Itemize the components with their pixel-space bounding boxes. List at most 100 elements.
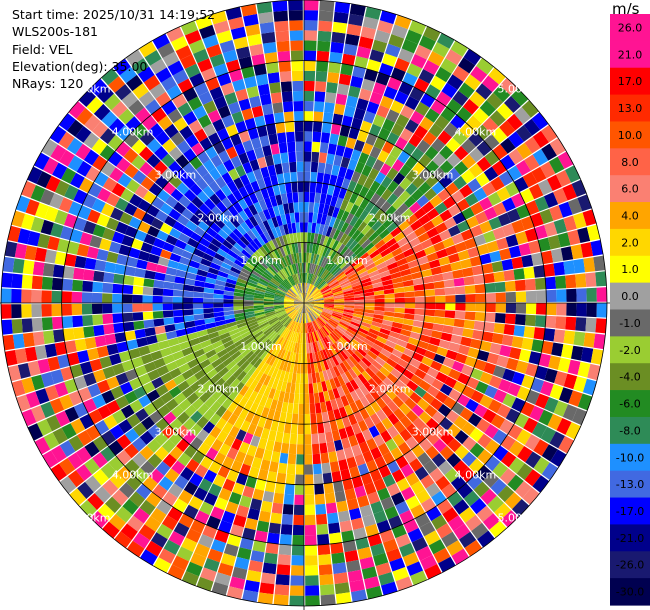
range-gate xyxy=(533,327,546,340)
range-gate xyxy=(354,232,365,243)
range-gate xyxy=(262,352,271,363)
range-gate xyxy=(44,206,59,222)
range-gate xyxy=(304,303,307,313)
range-gate xyxy=(304,297,313,303)
range-gate xyxy=(293,514,304,526)
range-gate xyxy=(296,303,304,311)
range-gate xyxy=(294,303,304,308)
range-gate xyxy=(266,342,275,352)
range-gate xyxy=(192,297,204,303)
range-gate xyxy=(316,172,324,184)
colorbar-segment xyxy=(610,228,650,257)
range-gate xyxy=(202,363,215,375)
range-gate xyxy=(283,392,290,403)
range-gate xyxy=(218,520,233,534)
range-gate xyxy=(421,497,436,513)
range-gate xyxy=(266,62,279,74)
range-gate xyxy=(326,153,335,165)
range-gate xyxy=(458,57,476,74)
range-gate xyxy=(369,49,385,63)
range-gate xyxy=(325,431,334,443)
range-gate xyxy=(197,58,213,73)
range-gate xyxy=(313,298,324,302)
range-gate xyxy=(193,286,205,293)
range-gate xyxy=(304,151,312,162)
range-gate xyxy=(259,321,269,329)
range-gate xyxy=(424,350,436,360)
range-gate xyxy=(422,373,436,385)
range-gate xyxy=(377,487,391,501)
range-gate xyxy=(409,87,425,102)
range-gate xyxy=(421,328,433,337)
range-gate xyxy=(203,312,215,319)
range-gate xyxy=(374,356,386,367)
range-gate xyxy=(349,204,360,216)
range-gate xyxy=(196,329,208,338)
range-gate xyxy=(213,303,224,308)
range-gate xyxy=(500,451,517,468)
range-gate xyxy=(27,231,41,247)
range-gate xyxy=(101,68,119,86)
range-gate xyxy=(229,364,240,375)
range-gate xyxy=(185,375,198,387)
range-gate xyxy=(478,197,493,211)
range-gate xyxy=(382,233,394,244)
range-gate xyxy=(2,256,15,273)
range-gate xyxy=(358,252,370,262)
range-gate xyxy=(460,467,476,483)
range-gate xyxy=(348,226,358,238)
range-gate xyxy=(214,344,226,354)
range-gate xyxy=(76,160,92,177)
range-gate xyxy=(46,415,61,432)
range-gate xyxy=(276,337,284,347)
range-gate xyxy=(319,283,329,292)
range-gate xyxy=(349,507,362,521)
range-gate xyxy=(245,316,256,322)
ray xyxy=(16,303,304,412)
range-gate xyxy=(319,193,327,205)
range-gate xyxy=(349,192,359,204)
range-gate xyxy=(346,253,357,263)
range-gate xyxy=(357,420,369,432)
colorbar-segment xyxy=(610,336,650,364)
ray xyxy=(241,3,304,303)
range-gate xyxy=(97,187,112,203)
range-gate xyxy=(304,413,311,425)
range-gate xyxy=(596,287,607,302)
range-gate xyxy=(295,303,304,309)
range-gate xyxy=(351,229,361,240)
range-gate xyxy=(305,312,309,323)
range-gate xyxy=(86,348,100,361)
range-gate xyxy=(280,152,289,164)
range-gate xyxy=(122,312,134,322)
range-gate xyxy=(287,223,293,234)
range-gate xyxy=(300,303,304,313)
range-gate xyxy=(291,342,296,353)
range-gate xyxy=(300,293,304,303)
range-gate xyxy=(262,220,271,231)
range-gate xyxy=(228,425,240,438)
range-gate xyxy=(350,321,361,328)
range-gate xyxy=(264,154,274,167)
range-gate xyxy=(366,585,383,600)
range-gate xyxy=(134,328,146,339)
range-gate xyxy=(91,138,108,155)
range-gate xyxy=(271,345,279,356)
range-gate xyxy=(493,85,511,103)
range-gate xyxy=(295,303,304,309)
range-gate xyxy=(347,180,357,193)
range-gate xyxy=(456,198,470,212)
range-gate xyxy=(227,249,239,259)
range-gate xyxy=(290,310,298,319)
range-gate xyxy=(444,376,457,389)
range-gate xyxy=(319,371,325,382)
range-gate xyxy=(390,226,402,238)
range-gate xyxy=(214,572,231,586)
range-gate xyxy=(209,193,221,206)
range-gate xyxy=(137,66,155,83)
range-gate xyxy=(200,567,217,582)
range-gate xyxy=(67,119,84,137)
range-gate xyxy=(291,243,296,254)
range-gate xyxy=(252,488,265,501)
range-gate xyxy=(525,389,540,405)
